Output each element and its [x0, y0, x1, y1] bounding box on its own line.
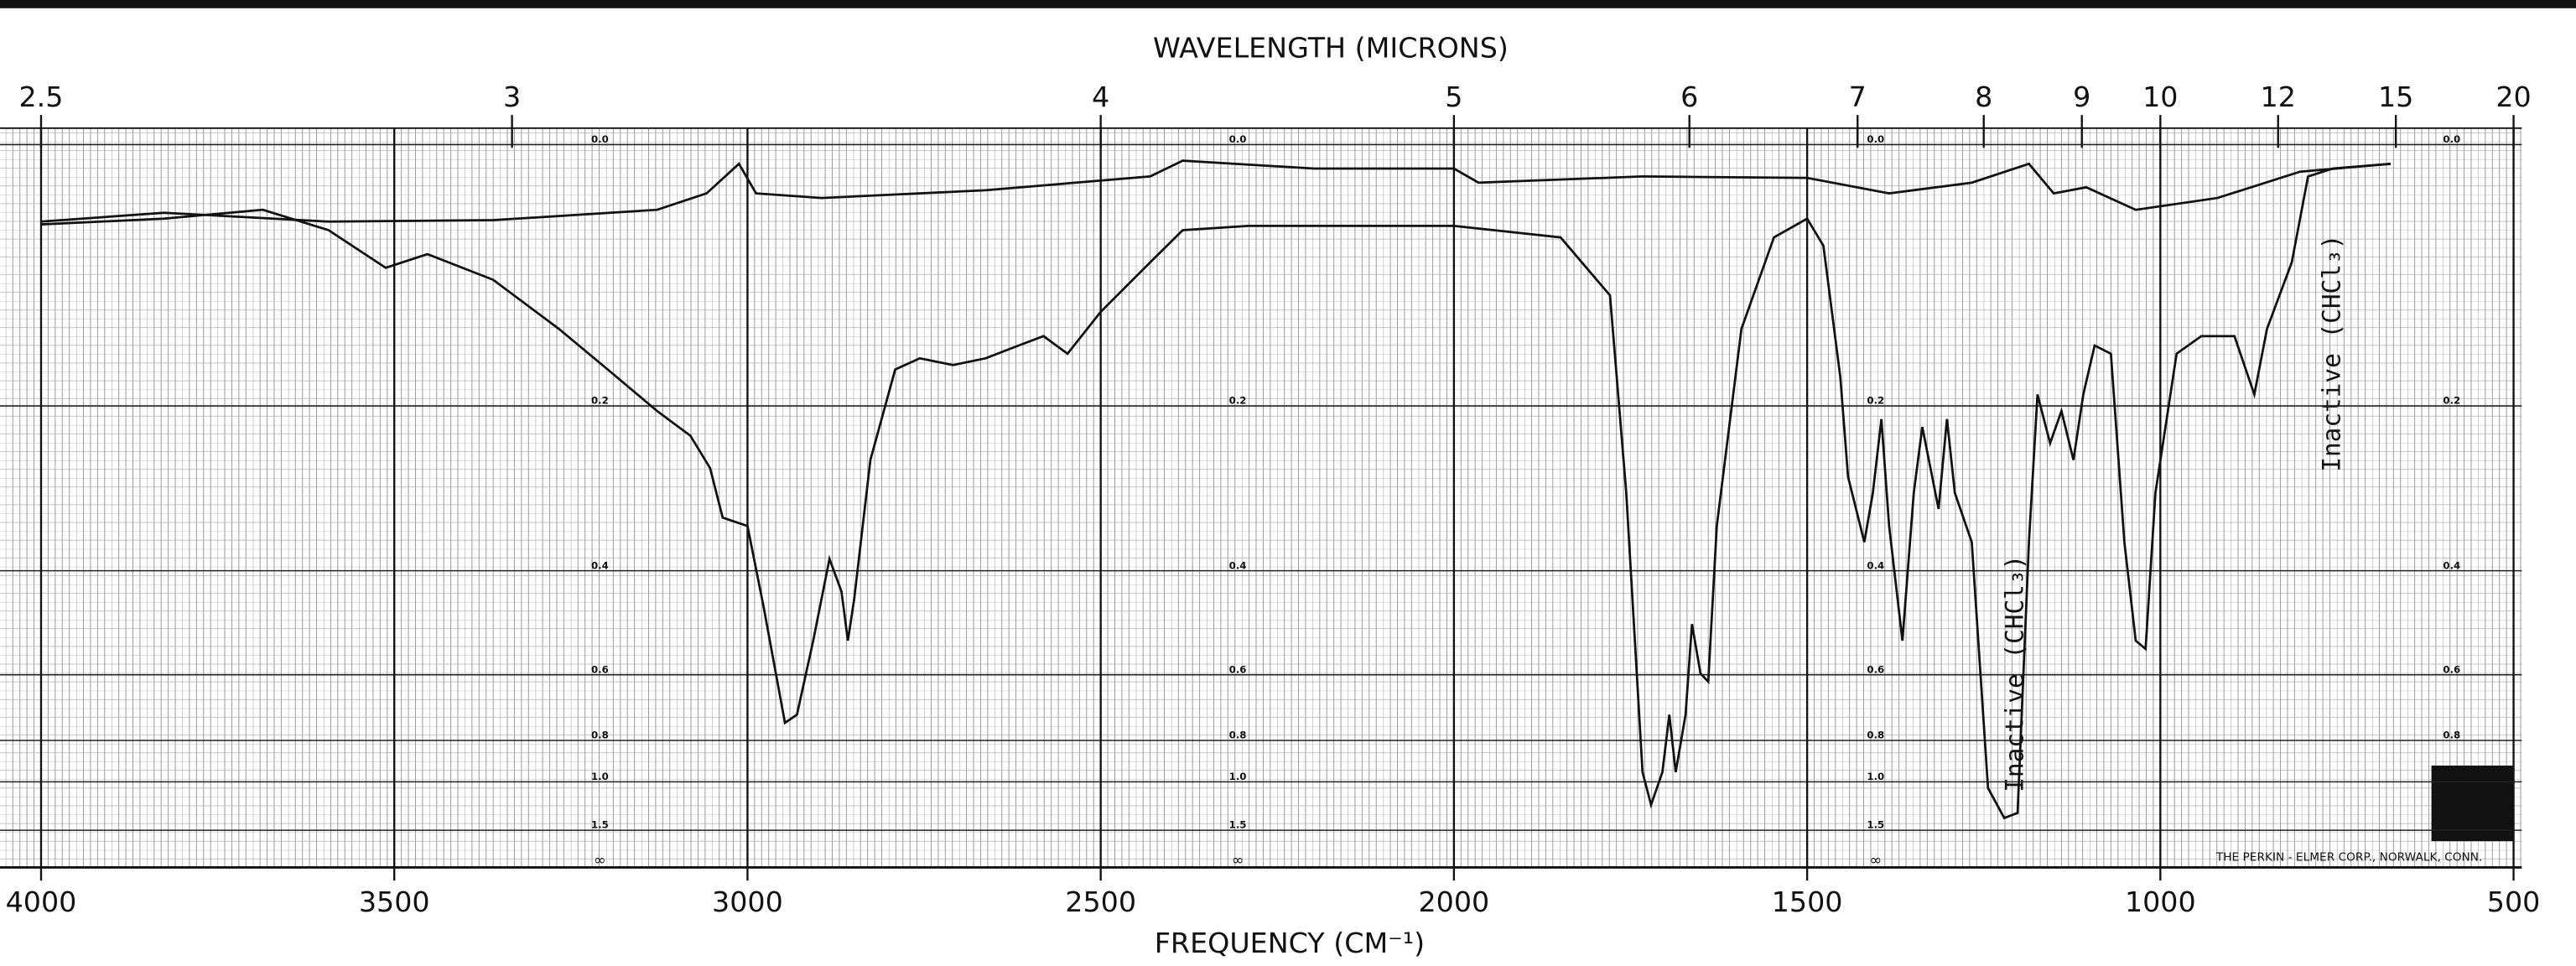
top-tick-label: 20 — [2496, 80, 2531, 113]
y-tick-label: 0.2 — [1229, 395, 1247, 407]
top-tick-label: 15 — [2378, 80, 2413, 113]
y-tick-label: 0.4 — [591, 559, 609, 571]
x-tick-label: 2500 — [1065, 886, 1136, 918]
x-tick-label: 2000 — [1419, 886, 1490, 918]
x-tick-label: 3500 — [359, 886, 430, 918]
top-tick-label: 3 — [503, 80, 521, 113]
annotation: Inactive (CHCl₃) — [2318, 235, 2346, 472]
y-tick-label: 0.8 — [1867, 730, 1884, 741]
y-tick-label: 0.4 — [2443, 559, 2460, 571]
y-tick-label: 0.0 — [1229, 133, 1247, 145]
y-tick-label: 0.6 — [591, 663, 609, 675]
x-axis-title: FREQUENCY (CM⁻¹) — [1155, 927, 1425, 959]
y-tick-label: 0.0 — [591, 133, 609, 145]
y-tick-label: 0.6 — [1867, 663, 1884, 675]
top-axis-title: WAVELENGTH (MICRONS) — [1153, 31, 1509, 64]
y-tick-label: 0.8 — [1229, 730, 1247, 741]
y-tick-label: 0.4 — [1229, 559, 1247, 571]
y-tick-label: 1.5 — [1867, 819, 1884, 831]
x-tick-label: 1500 — [1772, 886, 1843, 918]
y-tick-label: 0.8 — [2443, 730, 2460, 741]
y-tick-label: 0.4 — [1867, 559, 1884, 571]
y-bottom-label: ∞ — [1232, 853, 1244, 870]
y-tick-label: 0.0 — [2443, 133, 2460, 145]
y-bottom-label: ∞ — [594, 853, 606, 870]
y-tick-label: 0.2 — [2443, 395, 2460, 407]
x-tick-label: 4000 — [6, 886, 77, 918]
x-tick-label: 3000 — [712, 886, 783, 918]
y-tick-label: 1.5 — [2443, 819, 2460, 831]
y-bottom-label: ∞ — [1869, 853, 1882, 870]
y-tick-label: 0.6 — [2443, 663, 2460, 675]
top-tick-label: 9 — [2073, 80, 2090, 113]
y-tick-label: 0.0 — [1867, 133, 1884, 145]
top-tick-label: 5 — [1445, 80, 1462, 113]
y-tick-label: 0.6 — [1229, 663, 1247, 675]
spectrum-line — [40, 162, 2392, 820]
x-tick-label: 1000 — [2125, 886, 2196, 918]
top-tick-label: 8 — [1975, 80, 1992, 113]
spectrum-line — [40, 159, 2392, 223]
y-tick-label: 1.0 — [591, 771, 609, 782]
top-tick-label: 10 — [2142, 80, 2178, 113]
top-tick-label: 4 — [1092, 80, 1109, 113]
y-tick-label: 1.0 — [2443, 771, 2460, 782]
manufacturer-note: THE PERKIN - ELMER CORP., NORWALK, CONN. — [2215, 851, 2483, 865]
top-tick-label: 7 — [1849, 80, 1867, 113]
fine-grid — [0, 127, 2522, 868]
top-tick-label: 2.5 — [19, 80, 64, 113]
black-block — [2431, 765, 2514, 842]
y-tick-label: 1.5 — [591, 819, 609, 831]
y-tick-label: 0.2 — [1867, 395, 1884, 407]
top-tick-label: 6 — [1680, 80, 1698, 113]
x-tick-label: 500 — [2487, 886, 2541, 918]
y-tick-label: 1.0 — [1867, 771, 1884, 782]
y-tick-label: 0.8 — [591, 730, 609, 741]
y-tick-label: 1.5 — [1229, 819, 1247, 831]
top-tick-label: 12 — [2261, 80, 2296, 113]
y-tick-label: 1.0 — [1229, 771, 1247, 782]
y-tick-label: 0.2 — [591, 395, 609, 407]
top-border — [0, 0, 2576, 8]
